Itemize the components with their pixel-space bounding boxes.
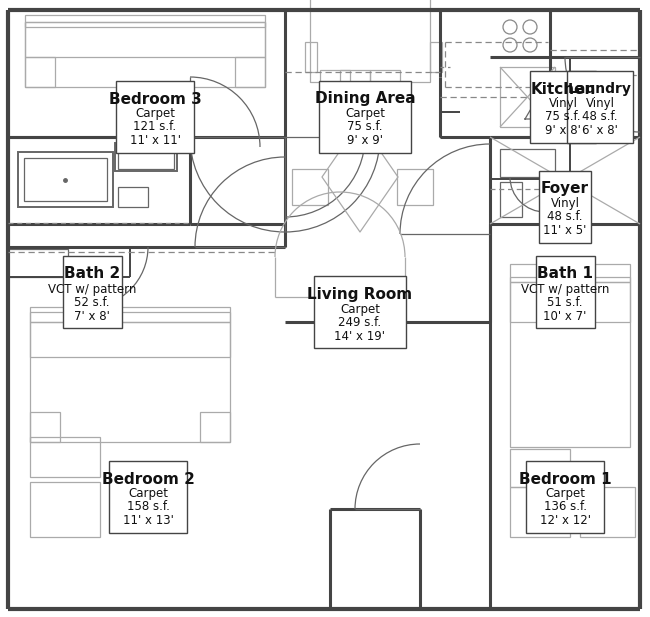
Bar bbox=[500, 182, 522, 217]
Bar bbox=[292, 169, 328, 205]
Bar bbox=[370, 70, 400, 82]
Bar bbox=[8, 249, 68, 277]
Text: Vinyl: Vinyl bbox=[549, 97, 577, 110]
Bar bbox=[305, 42, 317, 72]
Bar bbox=[200, 412, 230, 442]
Text: Bedroom 1: Bedroom 1 bbox=[519, 471, 611, 486]
Bar bbox=[24, 158, 107, 201]
Text: Kitchen: Kitchen bbox=[530, 81, 595, 96]
Text: 249 s.f.: 249 s.f. bbox=[339, 315, 382, 328]
Text: Dining Area: Dining Area bbox=[315, 91, 415, 107]
Text: 11' x 13': 11' x 13' bbox=[123, 515, 174, 528]
Text: 158 s.f.: 158 s.f. bbox=[127, 500, 170, 513]
Text: Vinyl: Vinyl bbox=[586, 97, 614, 110]
Text: Foyer: Foyer bbox=[541, 181, 589, 196]
Bar bbox=[30, 482, 100, 537]
Text: Carpet: Carpet bbox=[128, 487, 168, 500]
Bar bbox=[109, 461, 187, 533]
Text: Living Room: Living Room bbox=[307, 286, 413, 302]
Bar bbox=[530, 71, 596, 143]
Bar bbox=[430, 42, 442, 72]
Bar bbox=[116, 81, 194, 153]
Text: 12' x 12': 12' x 12' bbox=[540, 515, 590, 528]
Bar bbox=[115, 143, 177, 171]
Text: Bedroom 3: Bedroom 3 bbox=[109, 91, 202, 107]
Text: 7' x 8': 7' x 8' bbox=[74, 310, 110, 323]
Bar bbox=[118, 187, 148, 207]
Bar bbox=[310, 0, 430, 82]
Bar bbox=[500, 149, 555, 177]
Text: 136 s.f.: 136 s.f. bbox=[543, 500, 586, 513]
Bar bbox=[25, 22, 265, 57]
Text: 48 s.f.: 48 s.f. bbox=[547, 210, 583, 223]
Bar bbox=[510, 487, 570, 537]
Bar bbox=[235, 57, 265, 87]
Bar bbox=[25, 22, 265, 87]
Bar bbox=[526, 461, 604, 533]
Bar bbox=[314, 276, 406, 348]
Text: 48 s.f.: 48 s.f. bbox=[582, 110, 617, 123]
Text: Carpet: Carpet bbox=[135, 107, 175, 120]
Text: 52 s.f.: 52 s.f. bbox=[74, 296, 110, 308]
Text: 9' x 9': 9' x 9' bbox=[347, 135, 383, 147]
Text: 75 s.f.: 75 s.f. bbox=[545, 110, 580, 123]
Bar bbox=[510, 449, 570, 487]
Bar bbox=[30, 437, 100, 477]
Bar bbox=[510, 277, 630, 447]
Bar bbox=[30, 312, 230, 442]
Text: VCT w/ pattern: VCT w/ pattern bbox=[521, 283, 609, 296]
Bar bbox=[62, 256, 122, 328]
Text: 14' x 19': 14' x 19' bbox=[335, 329, 385, 342]
Bar bbox=[510, 264, 630, 282]
Text: 51 s.f.: 51 s.f. bbox=[547, 296, 583, 308]
Bar bbox=[320, 70, 350, 82]
Bar bbox=[340, 70, 370, 82]
Text: Carpet: Carpet bbox=[545, 487, 585, 500]
Text: 11' x 5': 11' x 5' bbox=[543, 225, 587, 238]
Text: Carpet: Carpet bbox=[340, 302, 380, 315]
Text: 6' x 8': 6' x 8' bbox=[582, 125, 618, 138]
Text: Bath 2: Bath 2 bbox=[64, 267, 120, 281]
Bar bbox=[510, 282, 630, 322]
Bar bbox=[30, 412, 60, 442]
Text: 9' x 8': 9' x 8' bbox=[545, 125, 581, 138]
Bar bbox=[536, 256, 595, 328]
Bar bbox=[30, 307, 230, 322]
Text: 10' x 7': 10' x 7' bbox=[543, 310, 587, 323]
Bar bbox=[25, 57, 55, 87]
Bar bbox=[580, 487, 635, 537]
Text: Bedroom 2: Bedroom 2 bbox=[101, 471, 194, 486]
Bar bbox=[500, 67, 555, 127]
Bar bbox=[25, 15, 265, 27]
Bar bbox=[319, 81, 411, 153]
Bar bbox=[30, 322, 230, 357]
Text: 121 s.f.: 121 s.f. bbox=[133, 120, 177, 133]
Text: 75 s.f.: 75 s.f. bbox=[347, 120, 383, 133]
Bar bbox=[397, 169, 433, 205]
Text: Laundry: Laundry bbox=[568, 82, 632, 96]
Bar bbox=[18, 152, 113, 207]
Text: Bath 1: Bath 1 bbox=[537, 267, 593, 281]
Bar bbox=[118, 145, 174, 169]
Text: Vinyl: Vinyl bbox=[551, 197, 580, 210]
Text: 11' x 11': 11' x 11' bbox=[129, 135, 181, 147]
Bar bbox=[539, 171, 592, 243]
Text: VCT w/ pattern: VCT w/ pattern bbox=[48, 283, 136, 296]
Bar bbox=[567, 71, 632, 143]
Text: Carpet: Carpet bbox=[345, 107, 385, 120]
